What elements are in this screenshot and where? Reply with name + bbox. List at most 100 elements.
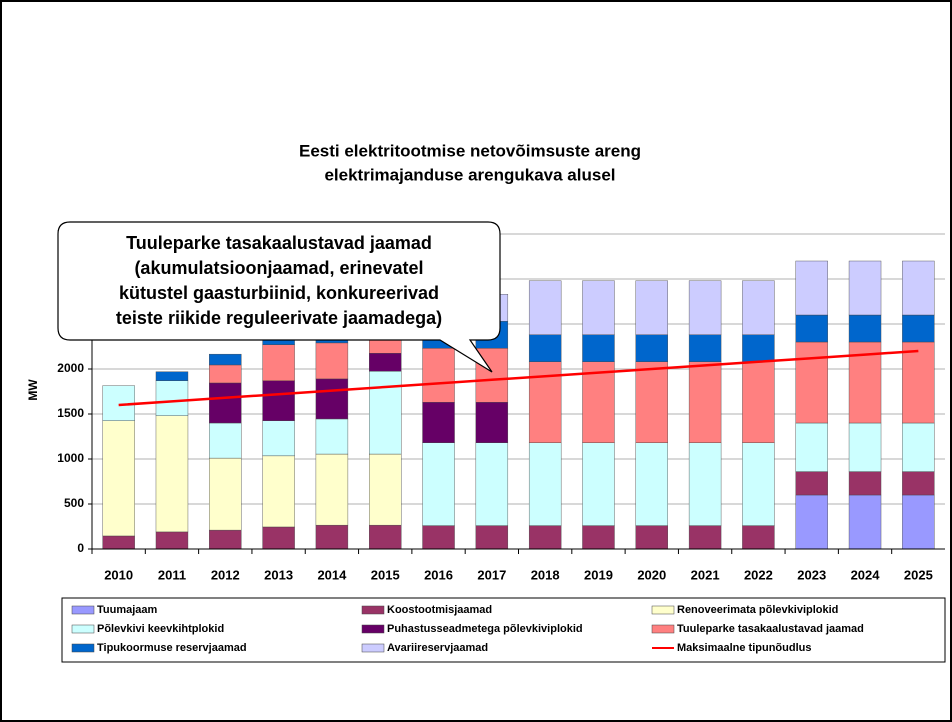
x-tick-label: 2010: [104, 567, 133, 582]
bar-segment: [902, 342, 934, 423]
callout-text: (akumulatsioonjaamad, erinevatel: [134, 258, 423, 278]
y-tick-label: 2000: [57, 361, 84, 375]
legend-swatch: [362, 606, 384, 614]
bar-segment: [796, 261, 828, 315]
bar-segment: [742, 526, 774, 549]
bar-segment: [529, 335, 561, 362]
legend-swatch: [362, 644, 384, 652]
bar-segment: [849, 261, 881, 315]
legend-label: Tipukoormuse reservjaamad: [97, 642, 247, 654]
bar-segment: [263, 345, 295, 381]
bar-segment: [316, 454, 348, 525]
bar-segment: [742, 443, 774, 526]
bar-segment: [636, 526, 668, 549]
bar-segment: [796, 472, 828, 495]
bar-segment: [902, 472, 934, 495]
bar-segment: [689, 526, 721, 549]
bar-segment: [742, 335, 774, 362]
x-tick-label: 2015: [371, 567, 400, 582]
bar-segment: [689, 281, 721, 335]
y-tick-label: 1500: [57, 406, 84, 420]
legend-label: Renoveerimata põlevkiviplokid: [677, 604, 838, 616]
legend-label: Põlevkivi keevkihtplokid: [97, 623, 224, 635]
legend-swatch: [72, 606, 94, 614]
y-axis-label: MW: [26, 379, 40, 401]
legend-swatch: [652, 625, 674, 633]
bar-segment: [316, 343, 348, 379]
bar-segment: [103, 421, 135, 536]
legend-label: Puhastusseadmetega põlevkiviplokid: [387, 623, 583, 635]
bar-segment: [103, 536, 135, 549]
bar-segment: [902, 315, 934, 342]
x-tick-label: 2022: [744, 567, 773, 582]
bar-segment: [529, 362, 561, 443]
x-tick-label: 2021: [691, 567, 720, 582]
x-tick-label: 2025: [904, 567, 933, 582]
bar-segment: [582, 335, 614, 362]
x-tick-label: 2023: [797, 567, 826, 582]
bar-segment: [156, 532, 188, 549]
callout-text: Tuuleparke tasakaalustavad jaamad: [126, 233, 432, 253]
callout-text: teiste riikide reguleerivate jaamadega): [116, 308, 442, 328]
bar-segment: [636, 335, 668, 362]
bar-segment: [796, 315, 828, 342]
bar-segment: [796, 342, 828, 423]
bar-segment: [582, 526, 614, 549]
bar-segment: [689, 362, 721, 443]
bar-segment: [209, 530, 241, 549]
bar-segment: [423, 526, 455, 549]
chart-title: Eesti elektritootmise netovõimsuste aren…: [299, 141, 641, 160]
legend-label: Maksimaalne tipunõudlus: [677, 642, 811, 654]
bar-segment: [529, 443, 561, 526]
bar-segment: [423, 443, 455, 526]
bar-segment: [209, 423, 241, 458]
x-tick-label: 2011: [158, 567, 186, 582]
bar-segment: [156, 381, 188, 416]
x-tick-label: 2024: [851, 567, 881, 582]
bar-segment: [263, 381, 295, 421]
bar-segment: [316, 419, 348, 454]
bar-segment: [636, 443, 668, 526]
bar-segment: [636, 362, 668, 443]
bar-segment: [263, 421, 295, 456]
chart: Eesti elektritootmise netovõimsuste aren…: [0, 0, 952, 722]
bar-segment: [529, 281, 561, 335]
bar-segment: [369, 454, 401, 525]
bar-segment: [156, 416, 188, 532]
x-tick-label: 2014: [317, 567, 347, 582]
legend-label: Koostootmisjaamad: [387, 604, 492, 616]
x-tick-label: 2019: [584, 567, 613, 582]
bar-segment: [209, 458, 241, 530]
legend-swatch: [72, 644, 94, 652]
bar-segment: [796, 495, 828, 549]
bar-segment: [849, 423, 881, 472]
bar-segment: [423, 402, 455, 443]
y-tick-label: 1000: [57, 451, 84, 465]
bar-segment: [636, 281, 668, 335]
bar-segment: [476, 402, 508, 443]
y-tick-label: 500: [64, 496, 84, 510]
bar-segment: [316, 379, 348, 419]
x-tick-label: 2017: [477, 567, 506, 582]
legend-label: Tuumajaam: [97, 604, 158, 616]
bar-segment: [742, 281, 774, 335]
bar-segment: [263, 527, 295, 549]
bar-segment: [369, 525, 401, 549]
legend-swatch: [652, 606, 674, 614]
bar-segment: [369, 353, 401, 371]
bar-segment: [849, 495, 881, 549]
bar-segment: [742, 362, 774, 443]
legend-swatch: [72, 625, 94, 633]
chart-subtitle: elektrimajanduse arengukava alusel: [324, 165, 615, 184]
bar-segment: [796, 423, 828, 472]
bar-segment: [316, 525, 348, 549]
bar-segment: [689, 335, 721, 362]
bar-segment: [209, 383, 241, 423]
bar-segment: [529, 526, 561, 549]
bar-segment: [263, 456, 295, 527]
legend-swatch: [362, 625, 384, 633]
bar-segment: [209, 354, 241, 365]
bar-segment: [369, 371, 401, 454]
bar-segment: [902, 261, 934, 315]
legend: Tuumajaam Koostootmisjaamad Renoveerimata …: [62, 598, 945, 662]
